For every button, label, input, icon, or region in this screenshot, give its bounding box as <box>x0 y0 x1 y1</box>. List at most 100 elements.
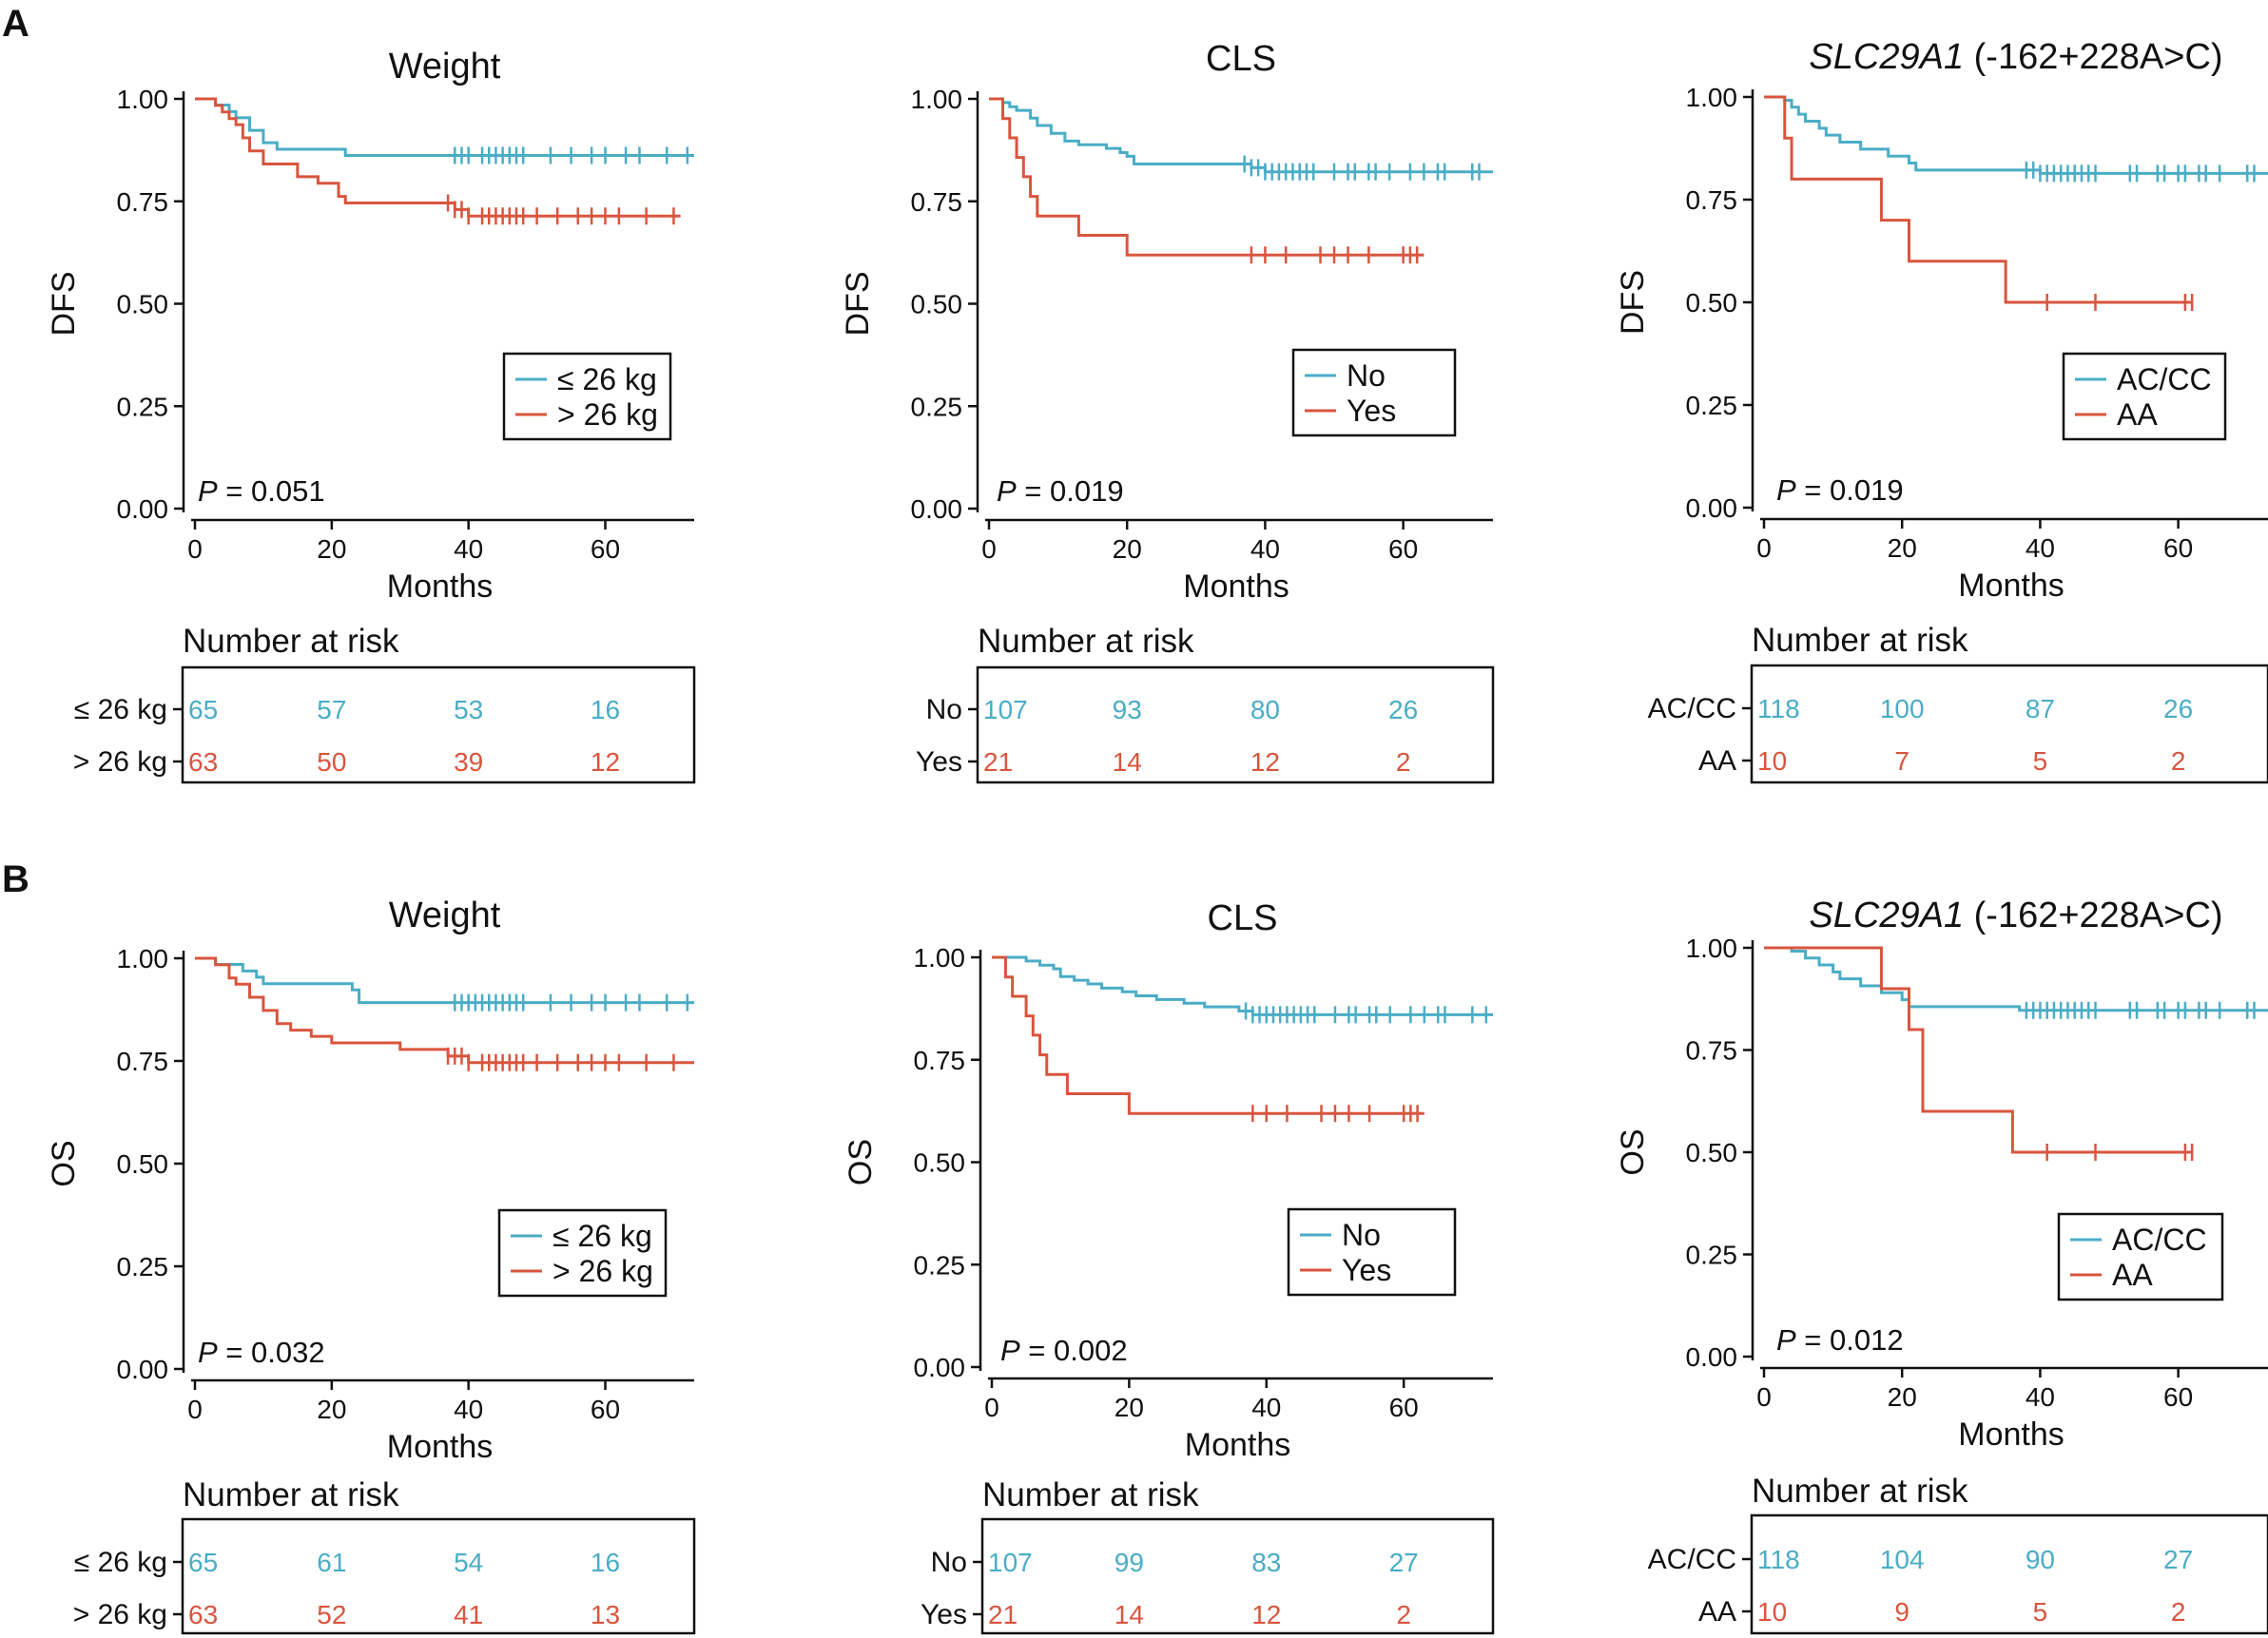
risk-group-label: Yes <box>921 1599 967 1630</box>
risk-count: 26 <box>2163 694 2193 723</box>
risk-count: 93 <box>1113 695 1142 724</box>
risk-count: 12 <box>1251 1600 1281 1629</box>
risk-count: 107 <box>983 695 1028 724</box>
km-panel-a2: CLS 0.00 0.25 0.50 0.75 1.00 0 20 40 60 Months DFS N… <box>840 39 1495 784</box>
risk-count: 21 <box>988 1600 1018 1629</box>
risk-group-label: No <box>931 1547 967 1578</box>
chart-title: Weight <box>389 47 501 87</box>
km-curve-group1 <box>1764 95 2268 175</box>
x-tick-label: 40 <box>2026 1382 2055 1412</box>
x-tick-label: 20 <box>1888 533 1917 563</box>
p-value-text: = 0.051 <box>218 474 325 508</box>
y-axis-label: OS <box>46 1140 82 1186</box>
risk-count: 80 <box>1250 695 1280 724</box>
chart-title: CLS <box>1208 898 1278 938</box>
x-tick-label: 20 <box>1113 534 1142 564</box>
legend-label: ≤ 26 kg <box>552 1219 652 1253</box>
risk-count: 107 <box>988 1548 1033 1577</box>
risk-table: Number at risk ≤ 26 kg 65 57 53 16 > 26 kg 63 50… <box>73 623 696 784</box>
risk-count: 104 <box>1880 1545 1925 1574</box>
risk-table-box <box>181 1517 696 1635</box>
y-tick-label: 0.25 <box>1686 391 1738 420</box>
p-value-text: = 0.019 <box>1017 474 1124 508</box>
chart-title-gene: SLC29A1 <box>1809 896 1964 935</box>
risk-count: 41 <box>454 1600 483 1629</box>
p-value-symbol: P <box>198 1336 218 1369</box>
y-tick-label: 1.00 <box>911 85 963 114</box>
legend-label: AA <box>2117 397 2158 432</box>
km-curve-group1 <box>195 97 694 157</box>
risk-count: 65 <box>188 1548 218 1577</box>
km-panel-a3: SLC29A1 (-162+228A>C) 0.00 0.25 0.50 0.75 1.0… <box>1615 37 2268 784</box>
chart-title-variant: (-162+228A>C) <box>1964 37 2223 77</box>
p-value: P = 0.012 <box>1776 1323 1904 1357</box>
risk-count: 2 <box>2171 1597 2186 1627</box>
y-axis-label: OS <box>1615 1128 1651 1175</box>
risk-group-label: AA <box>1698 1596 1736 1628</box>
x-tick-label: 40 <box>1251 1393 1281 1422</box>
chart-title: SLC29A1 (-162+228A>C) <box>1809 896 2222 935</box>
y-axis-label: OS <box>843 1139 879 1185</box>
chart-title-variant: (-162+228A>C) <box>1964 896 2223 935</box>
x-axis-label: Months <box>1185 1427 1291 1463</box>
risk-table-box <box>1750 1513 2268 1635</box>
y-tick-label: 0.50 <box>117 290 169 319</box>
risk-count: 90 <box>2026 1545 2055 1574</box>
risk-count: 14 <box>1113 747 1142 777</box>
p-value-text: = 0.002 <box>1020 1334 1128 1367</box>
legend-label: No <box>1342 1218 1381 1252</box>
legend-label: ≤ 26 kg <box>557 362 657 396</box>
panel-letter-b: B <box>2 858 29 900</box>
risk-count: 63 <box>188 747 218 777</box>
risk-count: 2 <box>1396 1600 1411 1629</box>
risk-table-title: Number at risk <box>982 1476 1199 1513</box>
y-tick-label: 0.50 <box>1686 288 1738 318</box>
x-tick-label: 60 <box>591 1395 620 1424</box>
risk-group-label: AC/CC <box>1648 1544 1736 1575</box>
y-tick-label: 0.00 <box>1686 493 1738 523</box>
y-tick-label: 0.50 <box>911 290 963 319</box>
risk-count: 12 <box>591 747 620 777</box>
p-value-symbol: P <box>198 474 218 508</box>
risk-count: 2 <box>1396 747 1411 777</box>
legend-label: > 26 kg <box>552 1254 653 1288</box>
legend-label: AC/CC <box>2117 362 2212 396</box>
risk-count: 39 <box>454 747 483 777</box>
y-tick-label: 1.00 <box>914 943 966 973</box>
x-tick-label: 0 <box>984 1393 999 1422</box>
risk-count: 52 <box>317 1600 346 1629</box>
y-tick-label: 0.50 <box>1686 1138 1738 1167</box>
p-value-text: = 0.032 <box>218 1336 325 1369</box>
risk-count: 10 <box>1757 746 1787 776</box>
legend-label: Yes <box>1342 1253 1391 1287</box>
x-axis-label: Months <box>387 1429 494 1465</box>
risk-table-box <box>980 1517 1495 1635</box>
risk-count: 16 <box>591 1548 620 1577</box>
x-tick-label: 60 <box>2163 1382 2193 1412</box>
chart-title: CLS <box>1206 39 1276 79</box>
risk-count: 83 <box>1251 1548 1281 1577</box>
risk-table: Number at risk No 107 93 80 26 Yes 21 14 12 2 <box>916 623 1495 784</box>
km-curve-group1 <box>195 956 694 1005</box>
risk-count: 5 <box>2033 746 2048 776</box>
y-tick-label: 1.00 <box>1686 83 1738 112</box>
km-curve-group2 <box>1764 95 2193 304</box>
km-curve-group2 <box>195 956 694 1065</box>
legend-label: > 26 kg <box>557 397 658 432</box>
risk-count: 13 <box>591 1600 620 1629</box>
chart-title: SLC29A1 (-162+228A>C) <box>1809 37 2222 77</box>
x-axis-label: Months <box>387 568 494 605</box>
p-value-symbol: P <box>1776 1323 1796 1357</box>
risk-count: 100 <box>1880 694 1925 723</box>
y-tick-label: 0.25 <box>117 1252 169 1281</box>
risk-table-box <box>181 665 696 784</box>
risk-count: 63 <box>188 1600 218 1629</box>
y-tick-label: 0.75 <box>1686 185 1738 215</box>
risk-table: Number at risk AC/CC 118 100 87 26 AA 10 7 5 2 <box>1648 622 2268 784</box>
risk-group-label: No <box>926 694 962 725</box>
y-tick-label: 0.25 <box>911 392 963 421</box>
y-tick-label: 0.75 <box>911 187 963 217</box>
risk-table-title: Number at risk <box>1752 1473 1968 1510</box>
